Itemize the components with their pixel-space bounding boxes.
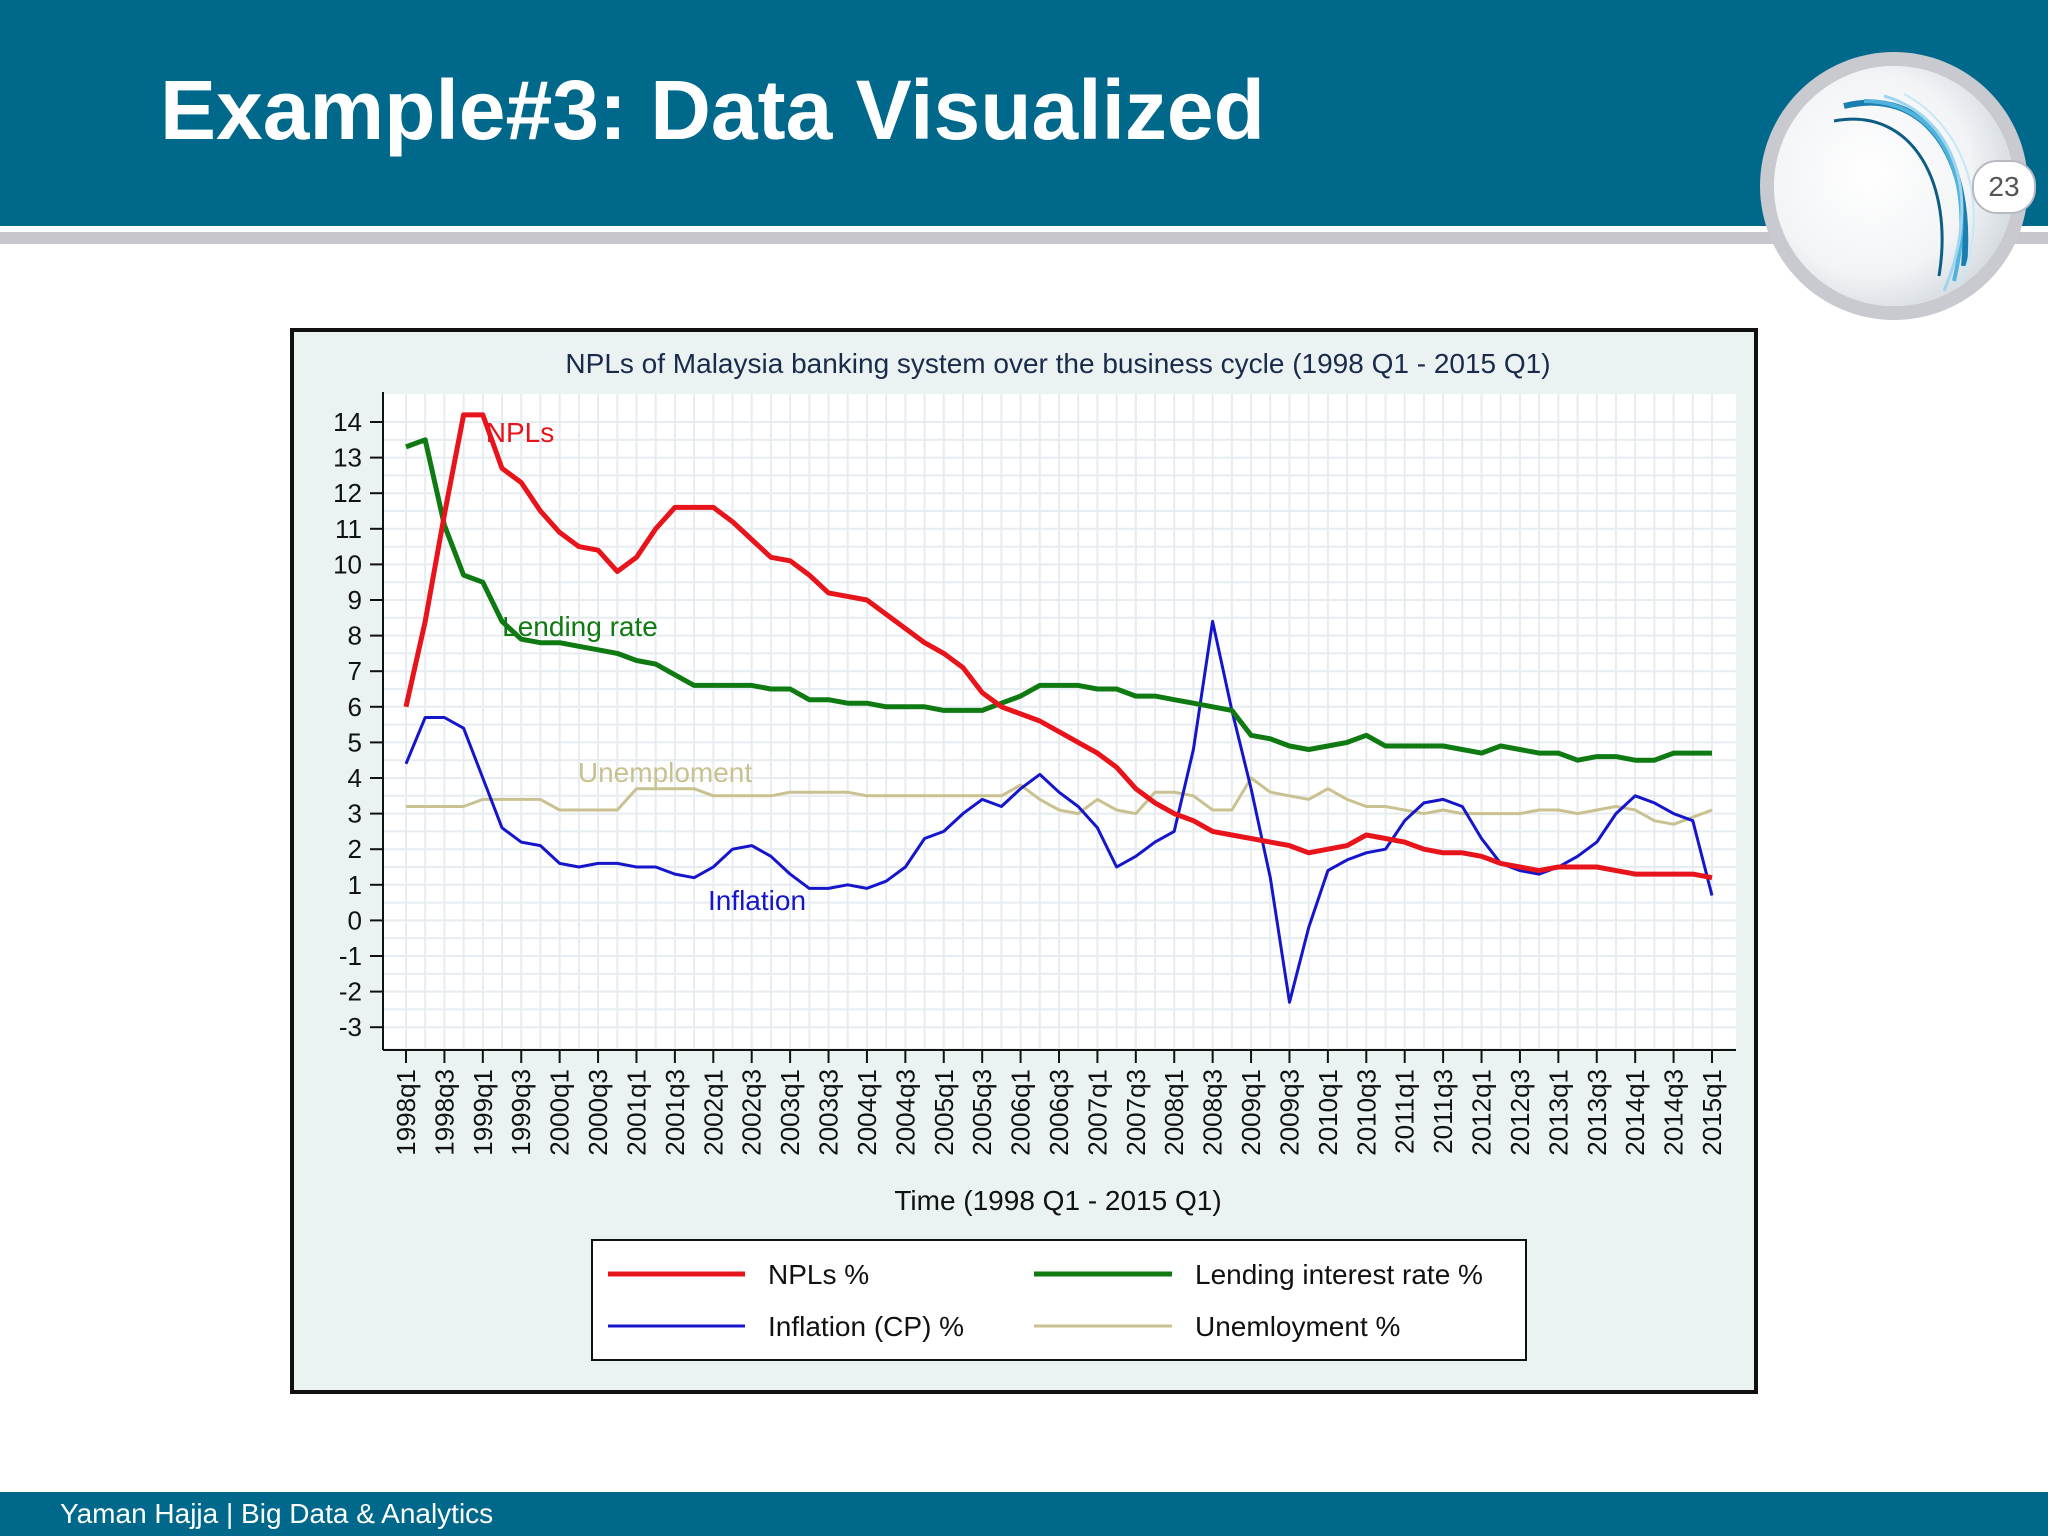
- legend: NPLs % Lending interest rate % Inflation (…: [591, 1239, 1527, 1361]
- y-tick-label: 10: [333, 549, 362, 579]
- x-tick-label: 2008q3: [1198, 1069, 1228, 1156]
- inline-label-npls: NPLs: [486, 417, 554, 448]
- y-tick-label: 14: [333, 407, 362, 437]
- x-tick-label: 1999q3: [506, 1069, 536, 1156]
- y-tick-label: 7: [348, 656, 362, 686]
- x-tick-label: 2001q3: [660, 1069, 690, 1156]
- x-tick-label: 2012q3: [1505, 1069, 1535, 1156]
- legend-label-inflation: Inflation (CP) %: [768, 1311, 964, 1342]
- x-tick-label: 2014q1: [1620, 1069, 1650, 1156]
- y-tick-label: 11: [335, 514, 362, 544]
- x-tick-label: 1998q3: [429, 1069, 459, 1156]
- x-tick-label: 2014q3: [1659, 1069, 1689, 1156]
- legend-box: [591, 1239, 1527, 1361]
- series-line-inflation: [404, 619, 1714, 1004]
- legend-label-lending: Lending interest rate %: [1195, 1259, 1483, 1290]
- x-tick-label: 2000q3: [583, 1069, 613, 1156]
- x-tick-label: 2015q1: [1697, 1069, 1727, 1156]
- y-tick-label: 12: [333, 478, 362, 508]
- x-tick-label: 2011q3: [1428, 1069, 1458, 1154]
- y-tick-label: -3: [339, 1012, 362, 1042]
- page-number: 23: [1972, 160, 2036, 214]
- legend-label-unemployment: Unemloyment %: [1195, 1311, 1400, 1342]
- y-tick-label: 5: [348, 727, 362, 757]
- x-tick-label: 2013q3: [1582, 1069, 1612, 1156]
- inline-label-unemployment: Unemploment: [578, 757, 753, 788]
- y-tick-label: 2: [348, 834, 362, 864]
- header-stripe: [0, 232, 2048, 244]
- line-chart: NPLs of Malaysia banking system over the…: [333, 348, 1736, 1361]
- footer-text: Yaman Hajja | Big Data & Analytics: [60, 1498, 494, 1529]
- x-tick-label: 2008q1: [1159, 1069, 1189, 1156]
- x-tick-label: 2009q3: [1274, 1069, 1304, 1156]
- y-tick-label: 9: [348, 585, 362, 615]
- x-tick-label: 2001q1: [621, 1069, 651, 1156]
- footer-band: [0, 1492, 2048, 1536]
- x-tick-label: 2009q1: [1236, 1069, 1266, 1156]
- y-tick-label: 3: [348, 799, 362, 829]
- y-tick-label: -2: [339, 977, 362, 1007]
- header-band: [0, 0, 2048, 226]
- x-tick-label: 2007q1: [1082, 1069, 1112, 1156]
- x-tick-label: 2010q1: [1313, 1069, 1343, 1156]
- x-tick-label: 2012q1: [1467, 1069, 1497, 1156]
- x-tick-label: 2011q1: [1390, 1069, 1420, 1154]
- x-tick-label: 2002q3: [737, 1069, 767, 1156]
- x-tick-label: 2010q3: [1351, 1069, 1381, 1156]
- x-tick-label: 2004q3: [890, 1069, 920, 1156]
- chart-title: NPLs of Malaysia banking system over the…: [565, 348, 1550, 379]
- x-tick-label: 2005q3: [967, 1069, 997, 1156]
- y-tick-label: 6: [348, 692, 362, 722]
- inline-label-inflation: Inflation: [708, 885, 806, 916]
- inline-label-lending: Lending rate: [502, 611, 658, 642]
- x-tick-label: 2004q1: [852, 1069, 882, 1156]
- x-tick-label: 1999q1: [468, 1069, 498, 1156]
- x-tick-label: 2000q1: [545, 1069, 575, 1156]
- x-tick-label: 2002q1: [698, 1069, 728, 1156]
- x-tick-label: 2007q3: [1121, 1069, 1151, 1156]
- x-axis-title: Time (1998 Q1 - 2015 Q1): [894, 1185, 1221, 1216]
- x-tick-label: 2006q1: [1006, 1069, 1036, 1156]
- series-line-npls: [403, 412, 1713, 881]
- y-tick-label: 4: [348, 763, 362, 793]
- y-tick-label: 1: [348, 870, 362, 900]
- x-tick-label: 2013q1: [1543, 1069, 1573, 1156]
- x-tick-label: 2006q3: [1044, 1069, 1074, 1156]
- y-tick-label: 13: [333, 443, 362, 473]
- y-tick-label: 0: [348, 905, 362, 935]
- x-tick-label: 1998q1: [391, 1069, 421, 1156]
- x-tick-label: 2005q1: [929, 1069, 959, 1156]
- slide-title: Example#3: Data Visualized: [160, 63, 1265, 157]
- series-line-lending: [405, 437, 1712, 763]
- series-line-unemployment: [406, 776, 1713, 826]
- legend-label-npls: NPLs %: [768, 1259, 869, 1290]
- y-tick-label: -1: [339, 941, 362, 971]
- y-tick-label: 8: [348, 621, 362, 651]
- x-tick-label: 2003q3: [814, 1069, 844, 1156]
- x-tick-label: 2003q1: [775, 1069, 805, 1156]
